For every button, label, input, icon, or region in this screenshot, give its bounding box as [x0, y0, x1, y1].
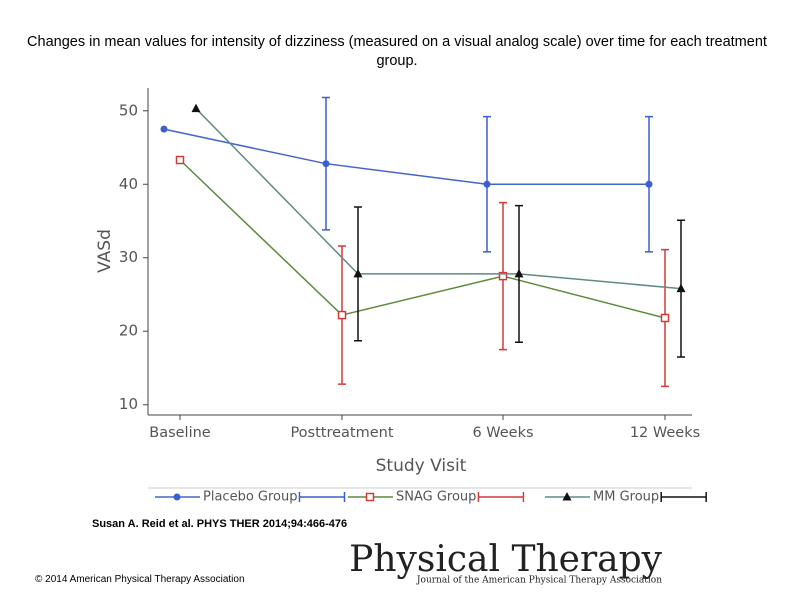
marker [676, 283, 686, 293]
marker [160, 125, 168, 133]
marker [498, 271, 508, 281]
marker [191, 103, 201, 113]
marker [175, 155, 185, 165]
marker [514, 268, 524, 278]
x-axis-label: Study Visit [376, 456, 467, 476]
logo-subtitle: Journal of the American Physical Therapy… [416, 576, 662, 586]
logo-title: Physical Therapy [349, 539, 663, 580]
legend-error-icon [660, 492, 707, 502]
chart-title: Changes in mean values for intensity of … [27, 34, 767, 69]
y-tick-label: 50 [119, 101, 138, 119]
legend-label: SNAG Group [396, 490, 476, 505]
marker [483, 180, 491, 188]
x-tick-label: 12 Weeks [630, 425, 700, 441]
y-tick-label: 20 [119, 322, 138, 340]
y-tick-label: 30 [119, 248, 138, 266]
marker [173, 493, 181, 501]
legend-label: Placebo Group [203, 490, 297, 505]
x-tick-label: 6 Weeks [472, 425, 533, 441]
citation: Susan A. Reid et al. PHYS THER 2014;94:4… [92, 518, 348, 530]
marker [353, 268, 363, 278]
x-tick-label: Posttreatment [290, 425, 393, 441]
marker [337, 310, 347, 320]
series-line [179, 159, 666, 319]
legend-error-icon [298, 492, 346, 502]
marker [365, 492, 375, 502]
marker [562, 492, 572, 501]
marker [645, 180, 653, 188]
series-line [163, 128, 649, 186]
copyright: © 2014 American Physical Therapy Associa… [35, 574, 245, 585]
marker [322, 160, 330, 168]
x-tick-label: Baseline [149, 425, 211, 441]
legend-label: MM Group [593, 490, 659, 505]
legend-error-icon [477, 492, 525, 502]
marker [660, 313, 670, 323]
y-axis-label: VASd [95, 229, 115, 273]
series-line [195, 108, 682, 290]
y-tick-label: 10 [119, 395, 138, 413]
y-tick-label: 40 [119, 175, 138, 193]
